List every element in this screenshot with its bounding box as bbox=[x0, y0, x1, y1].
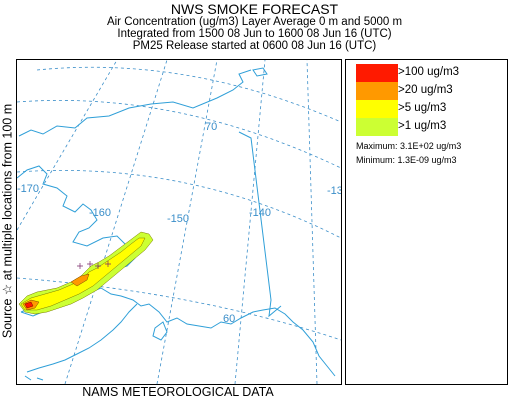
contour-100-ug bbox=[24, 301, 34, 309]
map-canvas: -170 -160 -150 -140 -130 70 60 bbox=[17, 60, 341, 384]
source-side-label: Source ☆ at multiple locations from 100 … bbox=[0, 0, 15, 401]
legend-label-20: >20 ug/m3 bbox=[398, 84, 453, 96]
source-markers bbox=[77, 261, 111, 269]
legend-swatch-100 bbox=[356, 64, 398, 82]
meridian-140 bbox=[234, 60, 266, 384]
concentration-layer-line: Air Concentration (ug/m3) Layer Average … bbox=[106, 16, 403, 28]
legend-minimum: Minimum: 1.3E-09 ug/m3 bbox=[356, 155, 457, 165]
legend-maximum: Maximum: 3.1E+02 ug/m3 bbox=[356, 141, 462, 151]
lat-line-70 bbox=[17, 100, 341, 169]
lat-label-60: 60 bbox=[223, 313, 235, 325]
arctic-island bbox=[252, 67, 268, 77]
source-marker-icon bbox=[95, 263, 101, 269]
canada-border bbox=[238, 131, 282, 318]
legend-item-5: >5 ug/m3 bbox=[356, 100, 506, 118]
lat-line-75 bbox=[36, 66, 341, 123]
source-marker-icon bbox=[77, 263, 83, 269]
legend-item-20: >20 ug/m3 bbox=[356, 82, 506, 100]
lat-label-70: 70 bbox=[205, 121, 217, 133]
legend-swatch-5 bbox=[356, 100, 398, 118]
lon-label-160: -160 bbox=[89, 207, 111, 219]
integration-period-line: Integrated from 1500 08 Jun to 1600 08 J… bbox=[117, 28, 392, 40]
lon-label-170: -170 bbox=[17, 183, 39, 195]
lon-label-150: -150 bbox=[167, 213, 189, 225]
legend-label-5: >5 ug/m3 bbox=[398, 102, 447, 114]
source-marker-icon bbox=[105, 261, 111, 267]
legend-swatch-20 bbox=[356, 82, 398, 100]
forecast-title: NWS SMOKE FORECAST bbox=[170, 1, 339, 17]
legend-swatch-1 bbox=[356, 118, 398, 136]
contour-20-ug bbox=[22, 273, 90, 311]
meteorological-data-footer: NAMS METEOROLOGICAL DATA bbox=[82, 385, 274, 399]
kodiak-island bbox=[152, 321, 168, 341]
alaska-coastline bbox=[17, 69, 252, 313]
map-panel[interactable]: -170 -160 -150 -140 -130 70 60 bbox=[16, 59, 342, 385]
release-start-line: PM25 Release started at 0600 08 Jun 16 (… bbox=[132, 40, 377, 52]
lat-line-60 bbox=[17, 277, 341, 341]
legend-label-1: >1 ug/m3 bbox=[398, 120, 447, 132]
lon-label-140: -140 bbox=[249, 207, 271, 219]
meridian-130 bbox=[306, 60, 318, 384]
aleutian-chain bbox=[24, 375, 44, 381]
legend-label-100: >100 ug/m3 bbox=[398, 66, 460, 78]
meridian-160 bbox=[64, 60, 168, 384]
meridian-150 bbox=[156, 60, 218, 384]
lon-label-130: -130 bbox=[327, 185, 341, 197]
legend-item-100: >100 ug/m3 bbox=[356, 64, 506, 82]
source-side-label-text: Source ☆ at multiple locations from 100 … bbox=[0, 103, 15, 339]
meridian-170 bbox=[17, 60, 118, 231]
alaska-peninsula bbox=[26, 303, 138, 373]
source-marker-icon bbox=[87, 261, 93, 267]
contour-5-ug bbox=[20, 237, 146, 311]
legend-item-1: >1 ug/m3 bbox=[356, 118, 506, 136]
legend-panel: >100 ug/m3 >20 ug/m3 >5 ug/m3 >1 ug/m3 M… bbox=[345, 59, 508, 385]
lat-line-65 bbox=[17, 170, 341, 239]
